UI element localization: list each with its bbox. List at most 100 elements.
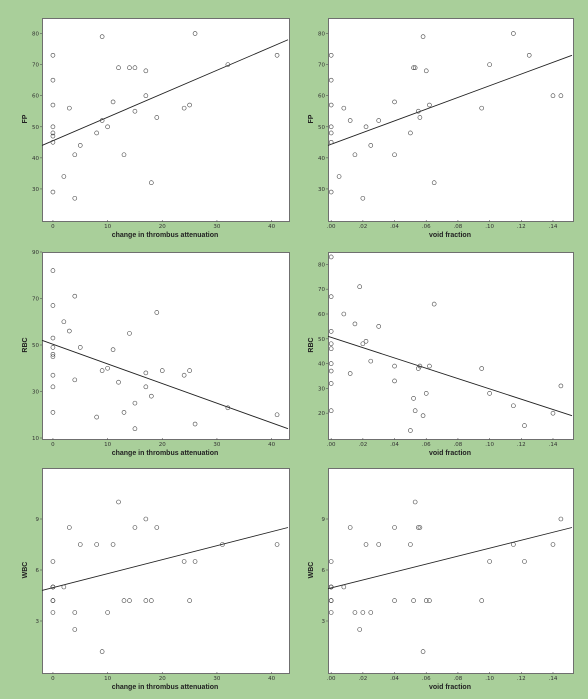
x-tick-label: 30 [213,676,220,682]
data-point [50,598,56,603]
data-point [479,598,484,603]
data-point [427,598,432,603]
y-tick-label: 80 [318,32,325,38]
data-point [116,65,121,71]
data-point [416,525,421,530]
x-tick-label: .06 [422,442,431,448]
data-point [132,525,138,530]
data-point [417,363,423,369]
data-point [328,598,334,603]
data-point [116,499,121,505]
data-point [50,140,56,145]
data-point [558,516,564,522]
data-point [487,391,492,396]
y-tick-label: 70 [318,63,325,69]
data-point [187,598,192,603]
data-point [328,140,334,145]
x-tick-label: 10 [104,676,111,682]
data-point [328,381,334,386]
data-point [187,368,192,373]
data-point [50,133,56,139]
scatter-svg: 10 30 50 70 90 0 10 20 30 40 RBC change in thrombus… [22,250,289,457]
plot-area [42,252,290,440]
data-point [328,368,334,374]
data-point [416,108,421,114]
data-point [408,130,413,136]
y-axis-label: WBC [308,562,315,579]
data-point [132,426,138,431]
x-tick-label: 30 [213,442,220,448]
data-point [328,52,334,58]
y-tick-label: 6 [36,568,40,574]
y-tick-label: 3 [322,619,326,625]
x-tick-label: 10 [104,224,111,230]
data-point [94,542,99,547]
data-point [274,412,280,418]
x-tick-label: .12 [517,224,526,230]
data-point [352,321,358,327]
x-tick-label: .02 [358,442,367,448]
data-point [511,542,516,547]
y-tick-label: 60 [318,312,325,318]
data-point [132,400,138,406]
x-tick-label: 0 [51,676,55,682]
data-point [121,598,127,603]
x-tick-label: 40 [268,676,275,682]
data-point [154,525,160,530]
data-point [121,152,127,158]
data-point [105,365,110,371]
data-point [328,346,334,352]
data-point [50,384,56,390]
x-tick-label: .06 [422,676,431,682]
data-point [50,345,56,350]
data-point [99,649,105,654]
data-point [181,105,187,111]
y-axis-label: RBC [308,337,315,352]
data-point [143,516,149,522]
scatter-svg: 3 6 9 0 10 20 30 40 WBC change in thrombus attenu… [22,499,289,691]
data-point [143,93,149,98]
data-point [550,542,556,547]
scatter-panel-5: 3 6 9 0 10 20 30 40 WBC change in thrombus attenu… [14,462,292,692]
data-point [427,363,432,369]
x-tick-label: 0 [51,442,55,448]
x-tick-label: .04 [390,224,399,230]
x-tick-label: .04 [390,676,399,682]
data-point [328,559,334,564]
x-tick-label: .08 [454,676,463,682]
data-point [550,410,556,416]
data-point [67,328,72,334]
x-tick-label: .02 [358,676,367,682]
data-point [110,542,116,547]
data-point [72,293,78,299]
data-point [99,368,105,373]
data-point [127,65,132,71]
data-point [187,102,192,108]
y-tick-label: 9 [36,517,40,523]
data-point [412,499,418,505]
data-point [347,118,353,123]
data-point [143,68,149,74]
plot-area [328,18,574,222]
data-point [72,610,78,615]
y-tick-label: 30 [32,187,39,193]
data-point [274,52,280,58]
data-point [50,130,56,136]
x-tick-label: .08 [454,442,463,448]
x-tick-label: 20 [159,676,166,682]
x-tick-label: 20 [159,442,166,448]
plot-area [328,252,574,440]
scatter-panel-3: 10 30 50 70 90 0 10 20 30 40 RBC change in thrombus… [14,246,292,458]
data-point [328,294,334,299]
scatter-svg: 30 40 50 60 70 80 0 10 20 30 40 FP change in thrombu… [22,31,289,239]
data-point [99,118,105,123]
fit-line [327,527,573,590]
y-tick-label: 70 [32,297,39,303]
data-point [412,65,418,71]
x-axis-label: change in thrombus attenuation [112,684,219,691]
x-tick-label: .04 [390,442,399,448]
data-point [423,391,429,396]
data-point [328,584,334,590]
data-point [360,610,366,615]
